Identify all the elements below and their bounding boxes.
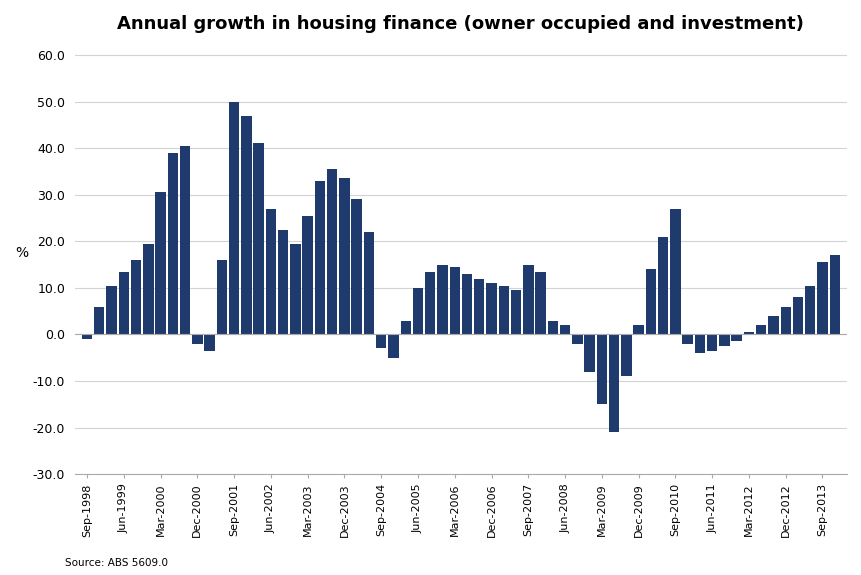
Bar xyxy=(339,178,350,335)
Bar xyxy=(584,335,594,372)
Bar xyxy=(669,209,680,335)
Bar xyxy=(216,260,226,335)
Bar xyxy=(375,335,386,348)
Bar xyxy=(559,325,570,335)
Bar xyxy=(94,306,104,335)
Bar xyxy=(167,153,178,335)
Bar xyxy=(412,288,423,335)
Text: Source: ABS 5609.0: Source: ABS 5609.0 xyxy=(65,558,167,568)
Bar xyxy=(792,297,802,335)
Bar xyxy=(547,320,557,335)
Bar xyxy=(131,260,141,335)
Bar xyxy=(718,335,728,346)
Bar xyxy=(314,181,325,335)
Bar xyxy=(743,332,753,335)
Bar xyxy=(486,283,496,335)
Bar xyxy=(633,325,643,335)
Bar xyxy=(511,290,521,335)
Bar xyxy=(180,146,190,335)
Bar xyxy=(449,267,460,335)
Bar xyxy=(682,335,692,344)
Bar xyxy=(302,216,313,335)
Bar xyxy=(755,325,765,335)
Bar xyxy=(265,209,276,335)
Bar xyxy=(498,286,508,335)
Bar xyxy=(731,335,741,342)
Bar xyxy=(229,102,239,335)
Bar xyxy=(387,335,399,358)
Bar xyxy=(523,264,533,335)
Bar xyxy=(657,237,667,335)
Bar xyxy=(424,271,435,335)
Bar xyxy=(204,335,214,351)
Bar xyxy=(363,232,374,335)
Bar xyxy=(290,244,300,335)
Bar xyxy=(351,200,362,335)
Bar xyxy=(461,274,472,335)
Bar xyxy=(143,244,153,335)
Bar xyxy=(596,335,606,404)
Bar xyxy=(192,335,202,344)
Bar xyxy=(326,169,337,335)
Bar xyxy=(804,286,815,335)
Bar xyxy=(474,278,484,335)
Bar xyxy=(400,320,411,335)
Bar xyxy=(694,335,704,353)
Bar xyxy=(241,116,251,335)
Bar xyxy=(119,271,129,335)
Bar xyxy=(645,269,655,335)
Bar xyxy=(767,316,777,335)
Bar xyxy=(706,335,716,351)
Bar xyxy=(572,335,582,344)
Bar xyxy=(779,306,790,335)
Bar xyxy=(608,335,618,432)
Bar xyxy=(253,144,263,335)
Bar xyxy=(82,335,92,339)
Bar xyxy=(621,335,631,377)
Bar xyxy=(437,264,447,335)
Bar xyxy=(155,193,165,335)
Bar xyxy=(277,229,288,335)
Bar xyxy=(106,286,116,335)
Y-axis label: %: % xyxy=(15,246,28,260)
Bar xyxy=(816,262,827,335)
Bar xyxy=(828,255,839,335)
Bar xyxy=(535,271,545,335)
Title: Annual growth in housing finance (owner occupied and investment): Annual growth in housing finance (owner … xyxy=(117,15,803,33)
